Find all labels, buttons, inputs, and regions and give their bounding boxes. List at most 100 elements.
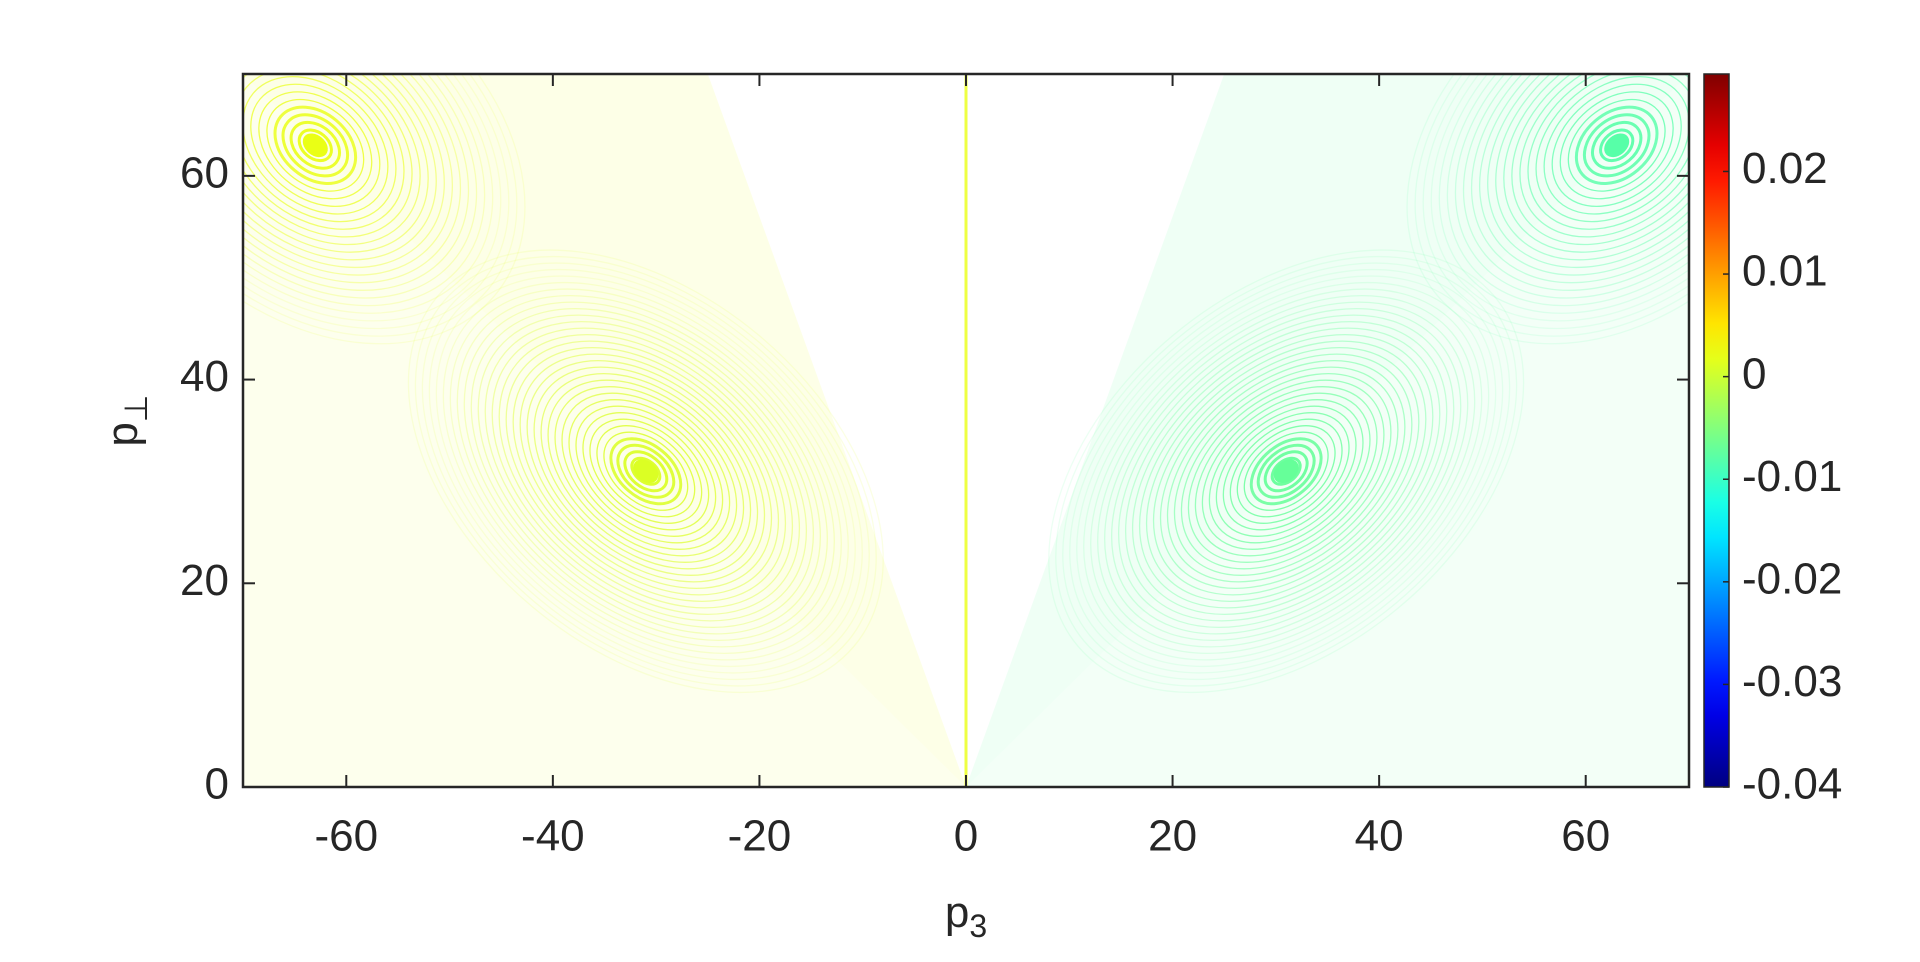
ring xyxy=(505,340,787,602)
ring xyxy=(623,450,669,493)
ring xyxy=(1090,288,1483,655)
peak xyxy=(1604,133,1630,158)
ring xyxy=(630,456,662,486)
ring xyxy=(1406,74,1689,345)
ring xyxy=(243,74,494,314)
ring xyxy=(533,366,759,576)
x-tick-label: 40 xyxy=(1355,812,1404,861)
ring xyxy=(1173,366,1399,576)
ring xyxy=(1599,128,1635,163)
ring xyxy=(1222,412,1350,531)
ring xyxy=(1180,373,1392,570)
ring xyxy=(1062,262,1511,681)
ring xyxy=(609,437,683,506)
ring xyxy=(1270,456,1302,486)
ring xyxy=(449,288,842,655)
ring xyxy=(596,425,696,518)
ring xyxy=(243,74,405,230)
y-axis-label: p⊥ xyxy=(98,394,155,446)
ring xyxy=(616,443,676,499)
ring xyxy=(243,74,453,276)
y-tick-label: 40 xyxy=(180,352,229,401)
colorbar xyxy=(1703,73,1730,788)
ring xyxy=(273,105,358,185)
ring xyxy=(512,347,780,596)
ring xyxy=(1208,399,1364,544)
ring xyxy=(243,74,510,330)
ring xyxy=(1543,75,1689,215)
ring xyxy=(1462,74,1689,291)
ring xyxy=(1104,301,1469,642)
ring xyxy=(1591,120,1643,170)
ring xyxy=(1574,105,1659,185)
x-label-sub: 3 xyxy=(969,908,987,944)
x-tick-label: -20 xyxy=(728,812,792,861)
ring xyxy=(428,268,863,674)
ring xyxy=(243,74,421,246)
x-axis-label: p3 xyxy=(945,888,987,945)
ring xyxy=(540,373,752,570)
ring xyxy=(1201,392,1371,550)
ring xyxy=(561,392,731,550)
wedge xyxy=(966,74,1689,787)
ring xyxy=(1470,74,1689,284)
peak xyxy=(633,459,659,484)
ring xyxy=(470,307,821,635)
ring xyxy=(1454,74,1689,299)
ring xyxy=(442,281,849,661)
ring xyxy=(243,74,413,238)
ring xyxy=(1145,340,1427,602)
y-label-base: p xyxy=(98,422,147,446)
colorbar-tick-label: -0.04 xyxy=(1742,760,1842,809)
ring xyxy=(243,74,502,322)
ring xyxy=(435,275,856,668)
ring xyxy=(575,405,717,537)
plot-area xyxy=(243,74,1689,787)
ring xyxy=(1511,74,1689,246)
x-tick-label: -40 xyxy=(521,812,585,861)
ring xyxy=(1446,74,1689,307)
y-label-sub: ⊥ xyxy=(118,394,154,422)
colorbar-tick-label: -0.01 xyxy=(1742,452,1842,501)
ring xyxy=(243,74,470,291)
ring xyxy=(243,74,518,337)
ring xyxy=(1263,450,1309,493)
ring xyxy=(1559,91,1674,200)
x-tick-label: -60 xyxy=(314,812,378,861)
ring xyxy=(1118,314,1455,629)
ring xyxy=(554,386,738,557)
ring xyxy=(1414,74,1689,337)
ring xyxy=(1249,437,1323,506)
ring xyxy=(484,320,808,622)
ring xyxy=(414,255,877,687)
ring xyxy=(1194,386,1378,557)
ring xyxy=(456,294,835,648)
ring xyxy=(281,113,350,178)
ring xyxy=(1479,74,1689,276)
ring xyxy=(1069,268,1504,674)
ring xyxy=(1229,418,1343,524)
ring xyxy=(243,74,462,284)
ring xyxy=(243,74,478,299)
ring xyxy=(526,360,766,583)
x-label-base: p xyxy=(945,888,969,937)
ring xyxy=(1124,320,1448,622)
y-tick-label: 60 xyxy=(180,148,229,197)
y-tick-label: 20 xyxy=(180,556,229,605)
ring xyxy=(1083,281,1490,661)
ring xyxy=(1159,353,1413,589)
ring xyxy=(589,418,703,524)
colorbar-tick-label: 0.01 xyxy=(1742,247,1828,296)
ring xyxy=(1076,275,1497,668)
ring xyxy=(1438,74,1689,314)
ring xyxy=(243,74,486,307)
ring xyxy=(421,262,870,681)
ring xyxy=(250,83,381,208)
ring xyxy=(1551,83,1682,208)
ring xyxy=(491,327,801,615)
ring xyxy=(1243,431,1329,511)
ring xyxy=(258,91,373,200)
ring xyxy=(1527,74,1689,230)
ring xyxy=(1215,405,1357,537)
